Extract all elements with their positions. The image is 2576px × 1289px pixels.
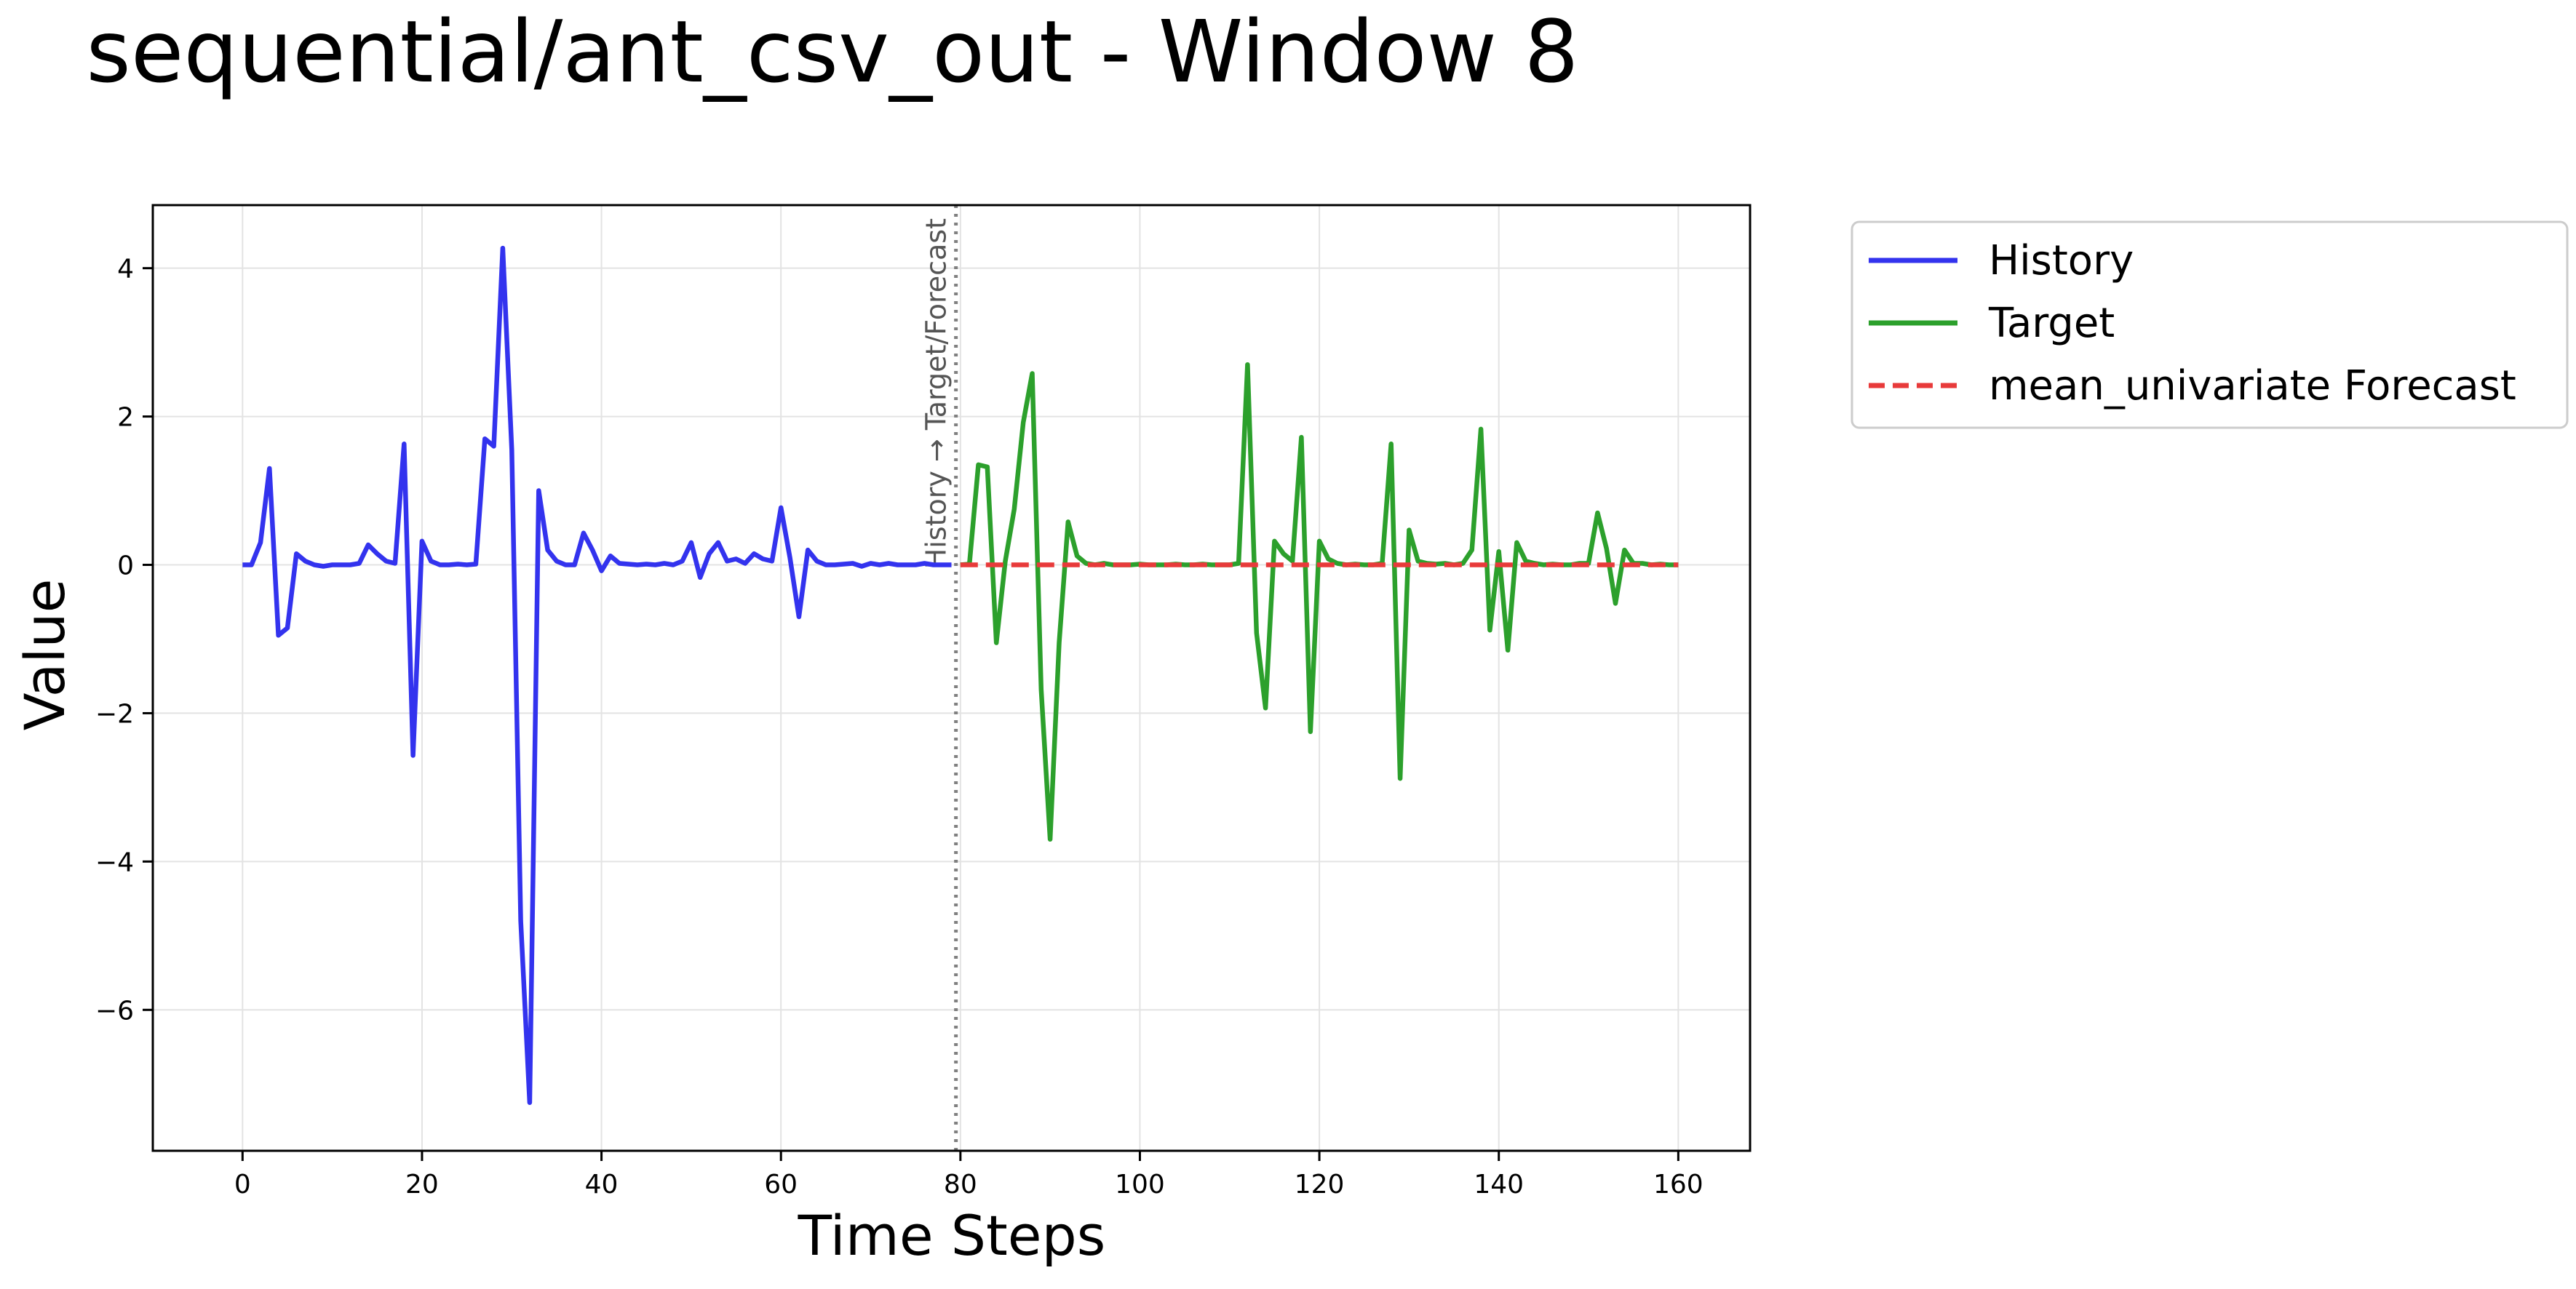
divider-annotation: History → Target/Forecast: [921, 218, 953, 569]
y-tick-label: 2: [117, 403, 134, 433]
x-tick-label: 100: [1115, 1170, 1165, 1200]
series-layer: [242, 245, 1679, 1105]
y-tick-label: −2: [95, 699, 134, 729]
y-axis-ticks: −6 −4 −2 0 2 4: [95, 255, 153, 1026]
y-tick-label: 4: [117, 255, 134, 284]
x-tick-label: 140: [1474, 1170, 1524, 1200]
x-tick-label: 80: [944, 1170, 977, 1200]
legend: History Target mean_univariate Forecast: [1850, 220, 2569, 429]
plot-frame: [151, 204, 1752, 1152]
divider-group: History → Target/Forecast: [921, 205, 958, 1151]
x-tick-label: 60: [764, 1170, 798, 1200]
y-axis-label: Value: [12, 579, 77, 731]
x-axis-ticks: 0 20 40 60 80 100 120 140 160: [234, 1151, 1704, 1200]
x-tick-label: 120: [1295, 1170, 1345, 1200]
plot-area: History → Target/Forecast: [151, 204, 1752, 1152]
x-tick-label: 20: [405, 1170, 439, 1200]
series-line-0: [242, 245, 952, 1105]
legend-label-history: History: [1989, 237, 2134, 284]
x-tick-label: 0: [234, 1170, 251, 1200]
x-axis-label: Time Steps: [798, 1203, 1106, 1268]
chart-title: sequential/ant_csv_out - Window 8: [86, 1, 1578, 102]
x-tick-label: 40: [585, 1170, 619, 1200]
y-tick-label: −6: [95, 996, 134, 1026]
legend-label-target: Target: [1988, 300, 2115, 347]
x-tick-label: 160: [1653, 1170, 1704, 1200]
y-tick-label: 0: [117, 551, 134, 581]
legend-frame: [1850, 220, 2569, 429]
legend-label-forecast: mean_univariate Forecast: [1989, 362, 2516, 410]
y-tick-label: −4: [95, 847, 134, 877]
